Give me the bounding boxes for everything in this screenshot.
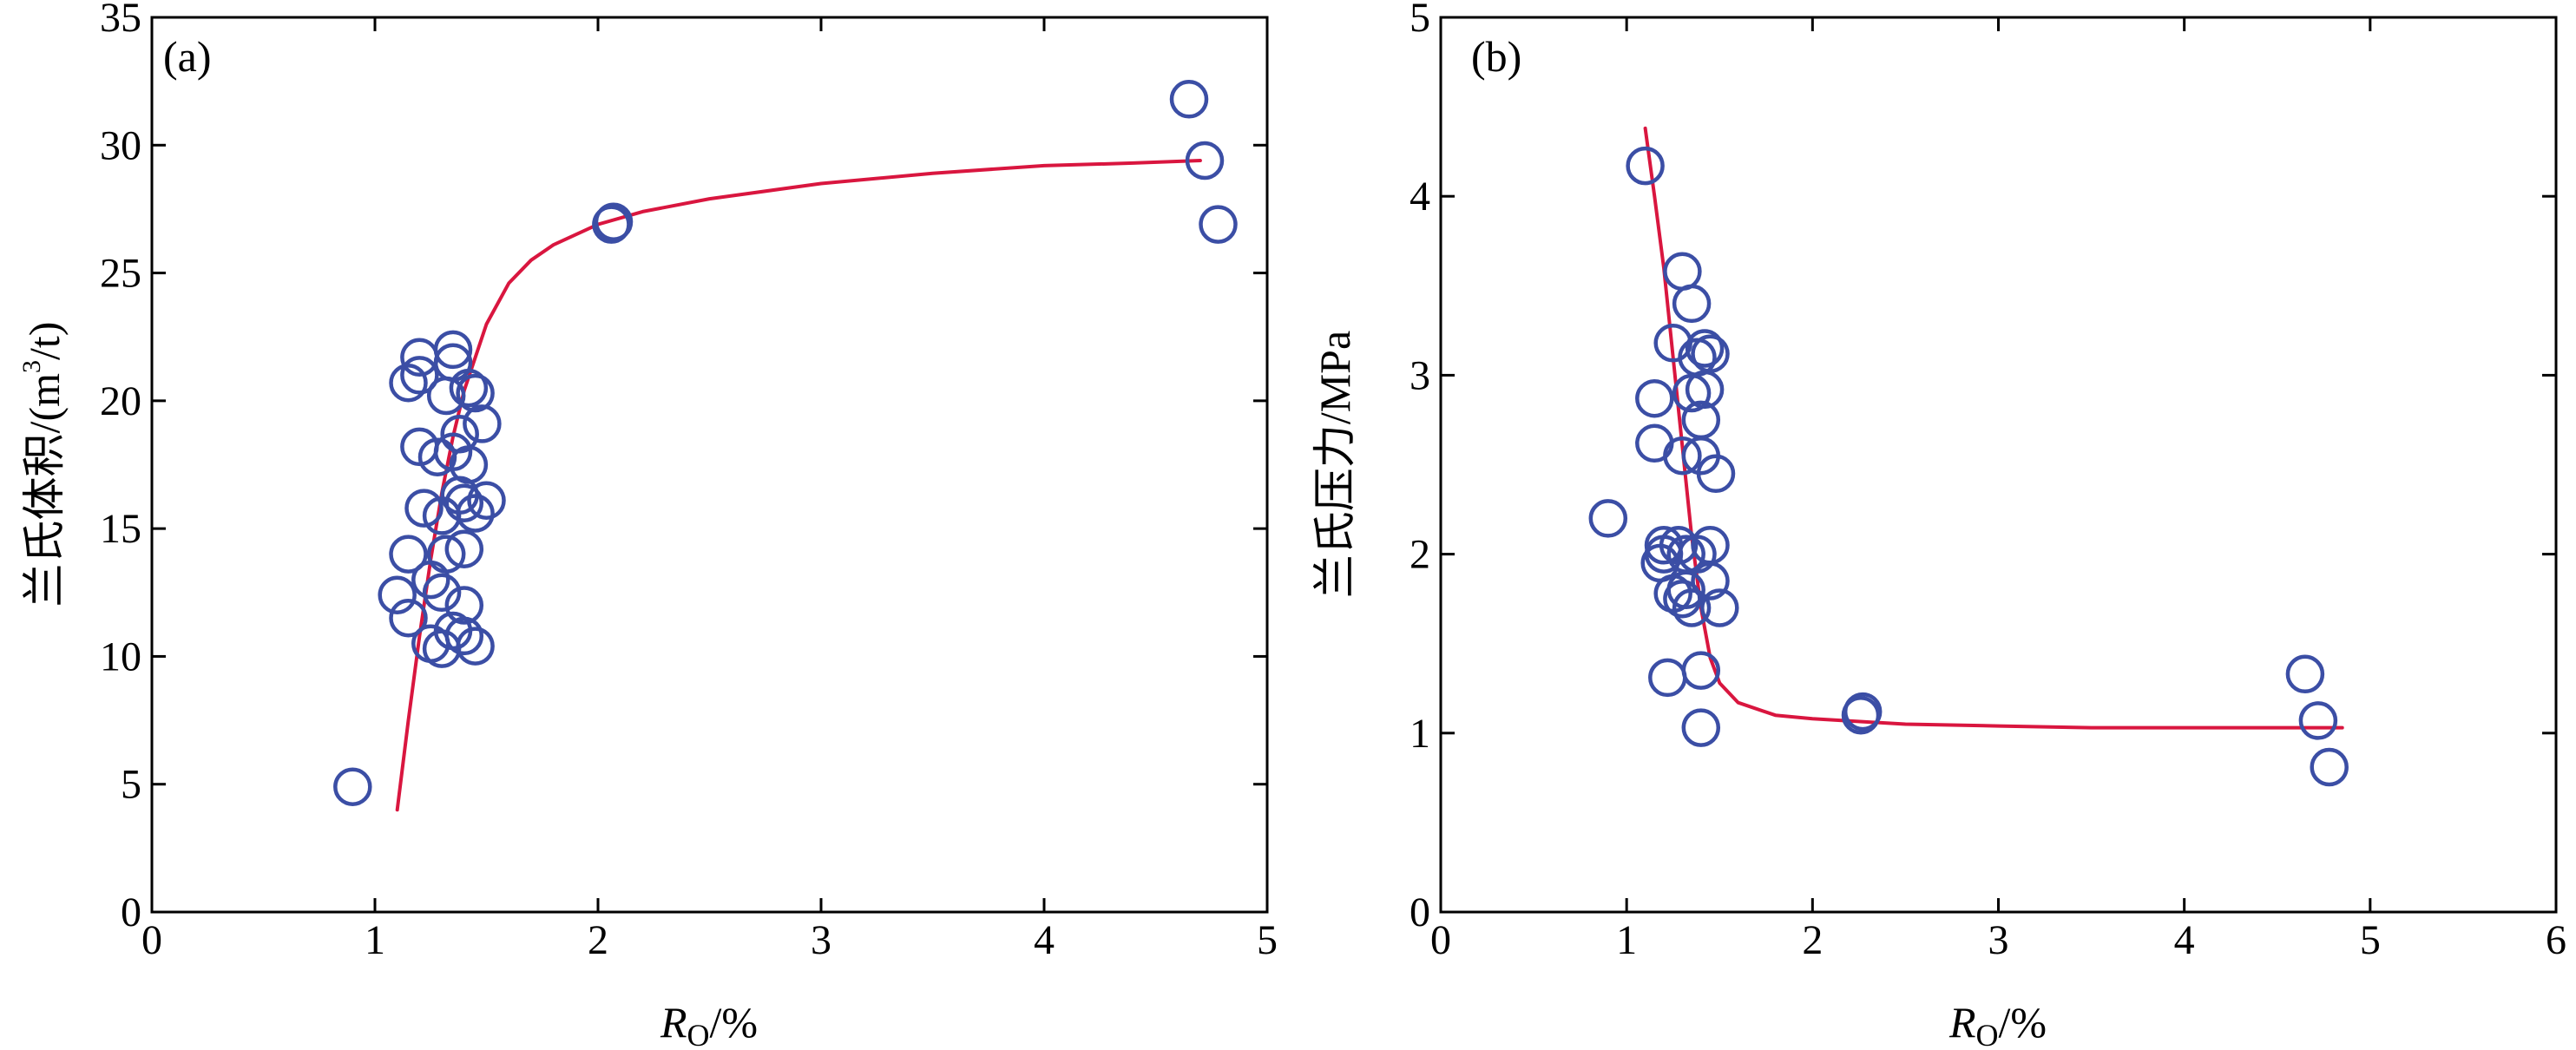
panel-a-data-point [389, 598, 428, 638]
panel-a-data-point [449, 368, 489, 408]
panel-a-x-tick-label: 5 [1257, 917, 1278, 963]
panel-a-x-tick-label: 3 [811, 917, 831, 963]
panel-b-x-tick-label: 2 [1802, 917, 1823, 963]
panel-a-data-point [594, 202, 634, 241]
panel-b-data-point [1681, 651, 1721, 690]
panel-a-data-point [400, 356, 439, 395]
panel-a-data-point [592, 205, 631, 244]
panel-a-y-tick-label: 5 [121, 762, 141, 808]
panel-b-y-tick-label: 2 [1410, 532, 1430, 578]
panel-a-y-tick-label: 35 [100, 0, 141, 41]
panel-b-x-tick-label: 4 [2174, 917, 2195, 963]
panel-b-data-point [1635, 378, 1674, 418]
panel-a-y-tick-label: 20 [100, 378, 141, 424]
panel-a-y-tick-label: 0 [121, 889, 141, 935]
panel-b-x-tick-label: 0 [1430, 917, 1451, 963]
panel-b-label: (b) [1471, 32, 1521, 81]
panel-b-data-point [1588, 499, 1628, 538]
panel-a-data-point [449, 445, 489, 484]
panel-b-data-point [1681, 708, 1721, 747]
panel-b-data-point [2310, 747, 2349, 787]
panel-b-y-tick-label: 3 [1410, 352, 1430, 398]
panel-a-data-point [444, 616, 484, 656]
panel-b-x-tick-label: 3 [1988, 917, 2009, 963]
panel-b-data-point [1626, 146, 1665, 186]
panel-b-y-tick-label: 4 [1410, 174, 1430, 220]
panel-a-x-tick-label: 0 [141, 917, 162, 963]
panel-a-data-point [433, 330, 473, 370]
panel-a-y-tick-label: 10 [100, 633, 141, 679]
panel-b-data-point [1663, 436, 1702, 476]
panel-b-x-tick-label: 5 [2360, 917, 2381, 963]
panel-b-data-point [1663, 252, 1702, 292]
panel-a-data-point [333, 767, 372, 806]
panel-b-data-point [1659, 526, 1699, 565]
panel-a-data-point [463, 404, 502, 443]
panel-b-y-tick-label: 1 [1410, 711, 1430, 757]
panel-a-plot-frame [150, 16, 1269, 914]
panel-a-fit-curve [395, 159, 1202, 812]
panel-a-data-point [444, 483, 484, 522]
panel-a-data-point [467, 481, 506, 520]
panel-a-x-tick-label: 2 [588, 917, 608, 963]
panel-b-data-point [1672, 588, 1712, 627]
panel-b-x-tick-label: 1 [1616, 917, 1637, 963]
panel-a-data-point [1199, 205, 1238, 244]
panel-b-data-point [1691, 334, 1730, 373]
panel-a-data-point [426, 535, 466, 574]
panel-b-data-point [1666, 570, 1705, 610]
panel-a-x-axis-title: RO/% [660, 998, 758, 1050]
panel-b-fit-curve [1643, 126, 2344, 730]
panel-a-data-point [1169, 80, 1209, 119]
panel-a-y-tick-label: 15 [100, 506, 141, 552]
panel-a-data-point [422, 573, 462, 613]
panel-b-data-point [2298, 701, 2338, 740]
panel-b-data-point [1685, 329, 1725, 368]
panel-b-data-point [1691, 561, 1730, 600]
panel-b-y-tick-label: 5 [1410, 0, 1430, 41]
panel-b-data-point [1700, 588, 1739, 627]
panel-a-data-point [444, 529, 484, 568]
panel-a-x-tick-label: 1 [365, 917, 385, 963]
panel-b-data-point [1696, 454, 1736, 494]
panel-b-x-axis-title: RO/% [1948, 998, 2047, 1050]
panel-b-x-tick-label: 6 [2546, 917, 2566, 963]
panel-b-y-tick-label: 0 [1410, 889, 1430, 935]
panel-b-data-point [1672, 284, 1712, 324]
panel-b-chart: 0 1 2 3 4 5 6 0 1 2 3 4 5 (b) RO/% 兰氏压力/MPa [1311, 0, 2566, 1050]
panel-a-data-point [404, 489, 444, 528]
panel-a-data-point [444, 586, 484, 625]
panel-a-data-point [1185, 141, 1225, 180]
panel-a-y-tick-label: 25 [100, 251, 141, 297]
panel-a-chart: 0 1 2 3 4 5 0 5 10 15 20 25 30 35 (a) RO/% 兰氏体积/(m3/t… [17, 0, 1278, 1050]
panel-a-label: (a) [163, 32, 212, 81]
panel-a-data-point [456, 627, 495, 666]
panel-a-data-point [389, 535, 428, 574]
panel-a-data-point [378, 575, 417, 614]
panel-b-y-axis-title: 兰氏压力/MPa [1311, 331, 1359, 598]
panel-b-plot-frame [1439, 16, 2558, 914]
panel-a-data-point [456, 494, 495, 533]
panel-a-data-point [456, 373, 495, 413]
panel-a-y-tick-label: 30 [100, 122, 141, 168]
panel-b-data-point [1843, 692, 1883, 732]
panel-b-data-point [1648, 658, 1687, 698]
panel-a-x-tick-label: 4 [1034, 917, 1055, 963]
panel-a-y-axis-title: 兰氏体积/(m3/t) [17, 322, 69, 607]
panel-a-data-point [389, 363, 428, 403]
panel-b-data-point [2285, 654, 2325, 694]
